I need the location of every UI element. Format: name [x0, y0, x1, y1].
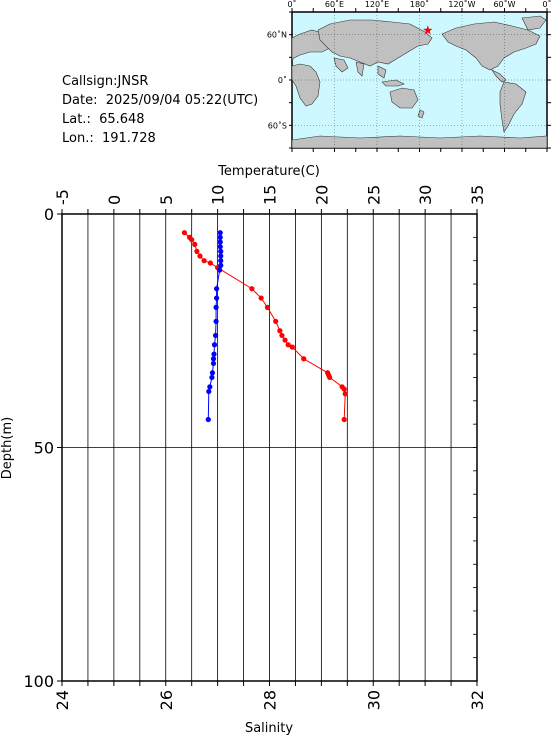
temperature-point	[285, 342, 291, 348]
map-lat-label: 60˚N	[267, 30, 287, 40]
salinity-point	[217, 267, 223, 273]
temperature-axis-title: Temperature(C)	[217, 164, 320, 179]
salinity-point	[207, 384, 213, 390]
salinity-point	[217, 239, 223, 245]
depth-tick-label: 0	[44, 205, 54, 224]
map-lat-label: 60˚S	[268, 120, 287, 130]
salinity-tick-label: 32	[468, 690, 487, 710]
temperature-point	[258, 295, 264, 301]
salinity-axis-title: Salinity	[245, 721, 293, 736]
salinity-point	[213, 295, 220, 301]
salinity-point	[211, 342, 218, 348]
salinity-point	[205, 416, 211, 423]
temperature-point	[207, 260, 213, 266]
salinity-point	[218, 262, 224, 268]
depth-tick-label: 50	[34, 439, 54, 458]
salinity-tick-label: 24	[53, 690, 72, 710]
map-lon-label: 120˚W	[448, 0, 475, 9]
map-lon-label: 0˚	[542, 0, 551, 9]
date-text: Date: 2025/09/04 05:22(UTC)	[62, 93, 259, 108]
temperature-point	[277, 328, 283, 334]
temperature-point	[273, 318, 279, 325]
temperature-point	[197, 253, 203, 259]
map-lat-label: 0˚	[278, 75, 287, 85]
salinity-point	[209, 370, 216, 376]
station-info: Callsign:JNSR Date: 2025/09/04 05:22(UTC…	[62, 72, 258, 148]
salinity-point	[218, 248, 224, 254]
salinity-point	[206, 388, 212, 395]
salinity-point	[212, 332, 219, 339]
salinity-tick-label: 26	[157, 690, 176, 710]
map-lon-label: 180˚	[410, 0, 429, 9]
temperature-tick-label: 35	[468, 185, 487, 205]
temperature-tick-label: 30	[416, 185, 435, 205]
world-map: 0˚ 60˚E 120˚E 180˚ 120˚W 60˚W 0˚ 60˚N 0˚ 60˚S	[267, 0, 552, 152]
longitude-text: Lon.: 191.728	[62, 131, 156, 146]
temperature-point	[192, 241, 198, 247]
map-lon-label: 120˚E	[365, 0, 389, 9]
salinity-point	[210, 356, 217, 362]
temperature-point	[289, 344, 295, 350]
temperature-tick-label: 15	[261, 185, 280, 205]
salinity-point	[213, 286, 220, 292]
temperature-point	[201, 258, 207, 264]
depth-tick-label: 100	[23, 672, 54, 691]
temperature-tick-label: 10	[209, 185, 228, 205]
temperature-point	[282, 337, 288, 343]
temperature-point	[341, 386, 347, 392]
salinity-point	[213, 318, 219, 325]
salinity-point	[217, 234, 223, 240]
temperature-point	[264, 304, 271, 310]
temperature-point	[342, 391, 348, 397]
temperature-point	[301, 356, 307, 362]
map-lon-label: 60˚E	[325, 0, 344, 9]
salinity-point	[218, 258, 224, 264]
temperature-point	[327, 374, 333, 381]
temperature-point	[181, 230, 188, 236]
temperature-tick-label: 5	[157, 195, 176, 205]
salinity-point	[209, 374, 215, 381]
salinity-point	[211, 351, 217, 357]
temperature-point	[249, 286, 255, 292]
depth-axis-title: Depth(m)	[0, 417, 15, 479]
temperature-tick-label: 0	[105, 195, 124, 205]
latitude-text: Lat.: 65.648	[62, 112, 145, 127]
temperature-tick-label: -5	[53, 189, 72, 205]
salinity-point	[217, 230, 223, 236]
map-lon-label: 0˚	[287, 0, 296, 9]
temperature-point	[189, 237, 195, 243]
temperature-point	[279, 332, 285, 339]
salinity-tick-label: 30	[364, 690, 383, 710]
temperature-point	[194, 248, 200, 254]
salinity-tick-label: 28	[261, 690, 280, 710]
temperature-point	[341, 416, 347, 423]
salinity-point	[217, 244, 223, 250]
temperature-tick-label: 20	[312, 185, 331, 205]
salinity-point	[218, 253, 224, 259]
salinity-point	[213, 304, 219, 310]
salinity-point	[210, 360, 217, 367]
map-lon-label: 60˚W	[493, 0, 515, 9]
temperature-tick-label: 25	[364, 185, 383, 205]
station-marker-icon	[423, 25, 433, 35]
callsign-text: Callsign:JNSR	[62, 74, 149, 89]
